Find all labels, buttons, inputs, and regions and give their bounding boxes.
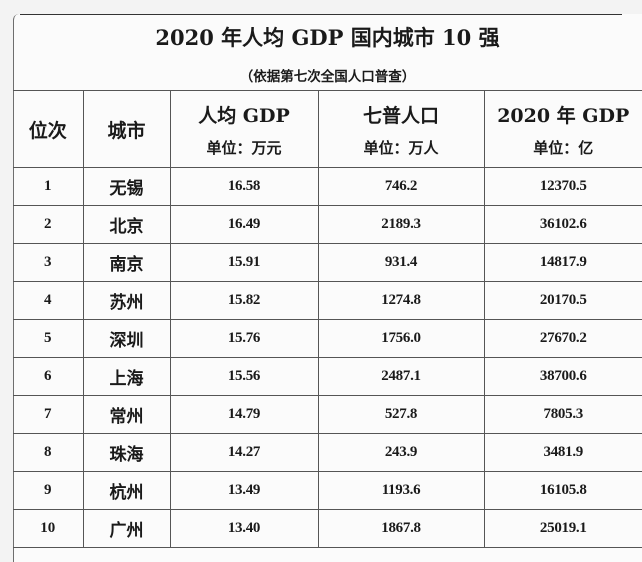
gdp-per-capita-cell: 13.40 (169, 509, 319, 548)
population-cell: 1756.0 (317, 319, 485, 358)
population-cell: 243.9 (317, 433, 485, 472)
population-cell: 2189.3 (317, 205, 485, 244)
col-header-rank: 位次 (13, 90, 84, 168)
table-row: 7 常州 14.79 527.8 7805.3 (13, 395, 642, 434)
header-unit: 单位：万元 (206, 138, 282, 157)
table-subtitle: （依据第七次全国人口普查） (239, 69, 416, 85)
rank-cell: 7 (13, 395, 84, 434)
population-cell: 931.4 (317, 243, 485, 282)
city-cell: 杭州 (82, 471, 171, 510)
rank-cell: 8 (13, 433, 84, 472)
table-row: 8 珠海 14.27 243.9 3481.9 (13, 433, 642, 472)
city-cell: 无锡 (82, 167, 171, 206)
city-cell: 深圳 (82, 319, 171, 358)
rank-cell: 5 (13, 319, 84, 358)
gdp-per-capita-cell: 16.58 (169, 167, 319, 206)
rank-cell: 9 (13, 471, 84, 510)
table-row: 6 上海 15.56 2487.1 38700.6 (13, 357, 642, 396)
population-cell: 527.8 (317, 395, 485, 434)
table-row: 5 深圳 15.76 1756.0 27670.2 (13, 319, 642, 358)
city-cell: 常州 (82, 395, 171, 434)
gdp-cell: 12370.5 (483, 167, 642, 206)
population-cell: 746.2 (317, 167, 485, 206)
header-label: 七普人口 (362, 104, 439, 127)
gdp-cell: 20170.5 (483, 281, 642, 320)
col-header-gdp: 2020 年 GDP 单位：亿 (483, 90, 642, 168)
rank-cell: 3 (13, 243, 84, 282)
table-row: 4 苏州 15.82 1274.8 20170.5 (13, 281, 642, 320)
header-label: 2020 年 GDP (497, 104, 630, 127)
gdp-cell: 7805.3 (483, 395, 642, 434)
table-row: 10 广州 13.40 1867.8 25019.1 (13, 509, 642, 548)
rank-cell: 6 (13, 357, 84, 396)
gdp-per-capita-cell: 14.79 (169, 395, 319, 434)
city-cell: 南京 (82, 243, 171, 282)
rank-cell: 1 (13, 167, 84, 206)
gdp-per-capita-cell: 15.56 (169, 357, 319, 396)
header-label: 人均 GDP (198, 104, 290, 127)
gdp-cell: 25019.1 (483, 509, 642, 548)
city-cell: 北京 (82, 205, 171, 244)
col-header-gdp-per-capita: 人均 GDP 单位：万元 (169, 90, 319, 168)
rank-cell: 2 (13, 205, 84, 244)
city-cell: 珠海 (82, 433, 171, 472)
top-rule (20, 14, 622, 15)
table-row: 3 南京 15.91 931.4 14817.9 (13, 243, 642, 282)
gdp-per-capita-cell: 14.27 (169, 433, 319, 472)
population-cell: 1193.6 (317, 471, 485, 510)
table-row: 2 北京 16.49 2189.3 36102.6 (13, 205, 642, 244)
rank-cell: 4 (13, 281, 84, 320)
rank-cell: 10 (13, 509, 84, 548)
gdp-cell: 38700.6 (483, 357, 642, 396)
gdp-ranking-table: 位次 城市 人均 GDP 单位：万元 七普人口 单位：万人 2020 年 GDP… (13, 90, 642, 548)
gdp-cell: 14817.9 (483, 243, 642, 282)
population-cell: 1867.8 (317, 509, 485, 548)
city-cell: 上海 (82, 357, 171, 396)
header-unit: 单位：亿 (533, 138, 594, 157)
col-header-population: 七普人口 单位：万人 (317, 90, 485, 168)
gdp-cell: 36102.6 (483, 205, 642, 244)
title-block: 2020 年人均 GDP 国内城市 10 强 （依据第七次全国人口普查） (13, 16, 642, 90)
gdp-per-capita-cell: 15.76 (169, 319, 319, 358)
table-row: 9 杭州 13.49 1193.6 16105.8 (13, 471, 642, 510)
gdp-per-capita-cell: 15.91 (169, 243, 319, 282)
col-header-city: 城市 (82, 90, 171, 168)
table-row: 1 无锡 16.58 746.2 12370.5 (13, 167, 642, 206)
header-row: 位次 城市 人均 GDP 单位：万元 七普人口 单位：万人 2020 年 GDP… (13, 90, 642, 168)
gdp-cell: 16105.8 (483, 471, 642, 510)
gdp-cell: 3481.9 (483, 433, 642, 472)
gdp-per-capita-cell: 15.82 (169, 281, 319, 320)
population-cell: 1274.8 (317, 281, 485, 320)
gdp-per-capita-cell: 16.49 (169, 205, 319, 244)
population-cell: 2487.1 (317, 357, 485, 396)
gdp-per-capita-cell: 13.49 (169, 471, 319, 510)
city-cell: 苏州 (82, 281, 171, 320)
city-cell: 广州 (82, 509, 171, 548)
table-title: 2020 年人均 GDP 国内城市 10 强 (155, 25, 500, 50)
header-unit: 单位：万人 (363, 138, 439, 157)
gdp-cell: 27670.2 (483, 319, 642, 358)
